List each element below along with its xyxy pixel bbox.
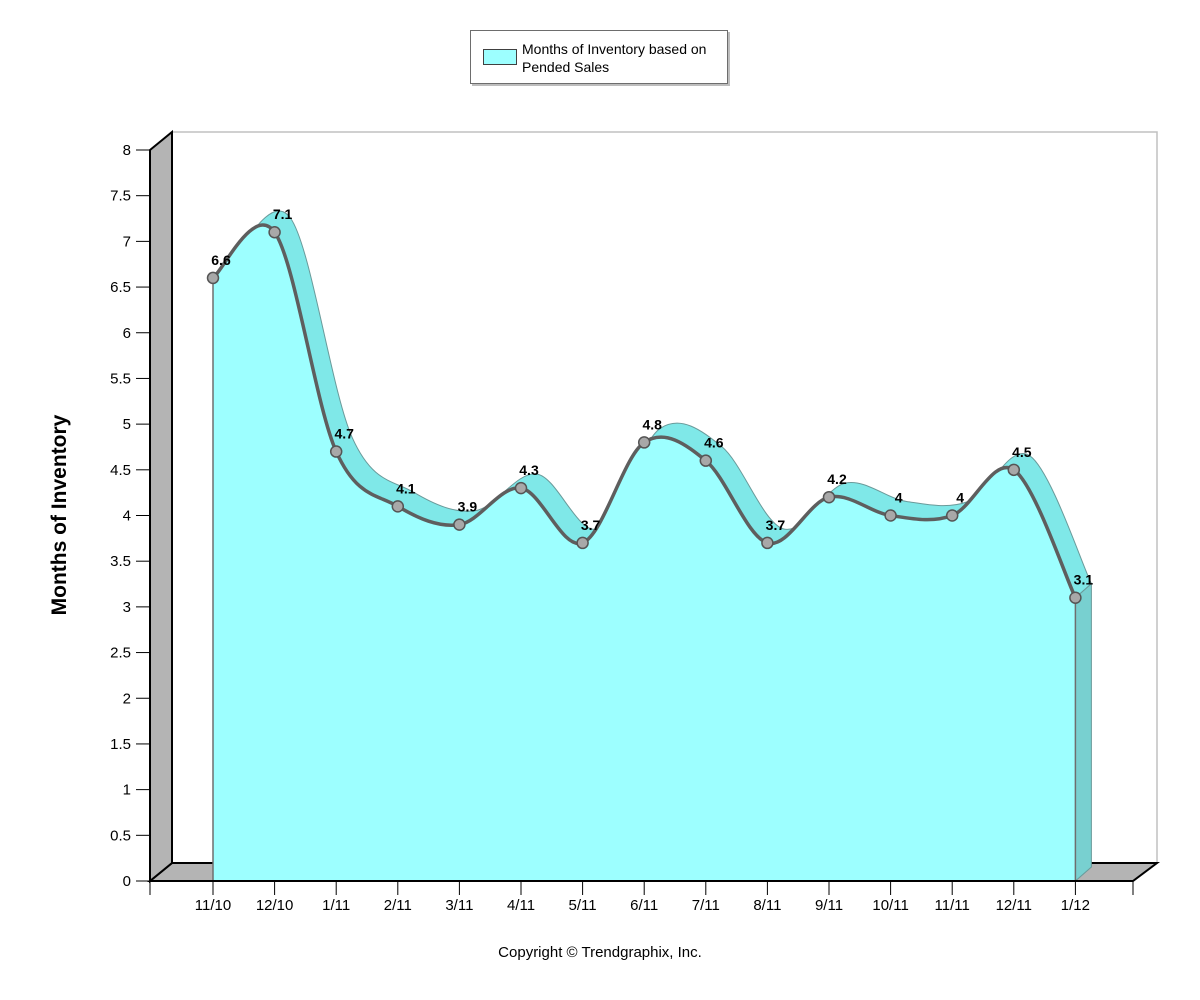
- x-tick-label: 2/11: [384, 897, 412, 914]
- copyright-text: Copyright © Trendgraphix, Inc.: [498, 944, 702, 961]
- data-labels: 6.6 7.1 4.7 4.1 3.9 4.3 3.7 4.8 4.6 3.7 4.2 4 4 4.5 3.…: [211, 206, 1094, 588]
- y-tick-label: 4.5: [110, 462, 131, 479]
- data-point: [1069, 591, 1082, 604]
- y-tick-label: 7.5: [110, 188, 131, 205]
- data-label: 3.1: [1074, 572, 1094, 588]
- data-point: [453, 518, 466, 531]
- data-label: 4.8: [642, 416, 662, 432]
- data-point: [1007, 463, 1021, 477]
- x-tick-label: 11/10: [195, 897, 231, 914]
- data-label: 4.1: [396, 480, 416, 496]
- y-tick-label: 4: [123, 508, 131, 525]
- data-point: [884, 509, 897, 522]
- data-point: [637, 436, 651, 449]
- side-wall: [149, 129, 173, 884]
- data-label: 3.7: [766, 517, 786, 533]
- data-points: [206, 225, 1082, 604]
- x-tick-label: 3/11: [445, 897, 473, 914]
- x-tick-label: 4/11: [507, 897, 535, 914]
- x-tick-label: 9/11: [815, 897, 843, 914]
- x-tick-label: 10/11: [872, 897, 908, 914]
- data-point: [822, 490, 836, 504]
- y-tick-label: 1.5: [110, 736, 131, 753]
- x-tick-label: 12/11: [996, 897, 1032, 914]
- y-tick-label: 5: [123, 416, 131, 433]
- y-tick-label: 6.5: [110, 279, 131, 296]
- x-tick-label: 5/11: [569, 897, 597, 914]
- data-label: 4: [895, 490, 903, 506]
- y-tick-label: 0: [123, 873, 131, 890]
- y-tick-label: 6: [123, 325, 131, 342]
- y-tick-label: 0.5: [110, 827, 131, 844]
- data-label: 4.5: [1012, 444, 1032, 460]
- x-tick-label: 7/11: [692, 897, 720, 914]
- y-tick-label: 2: [123, 690, 131, 707]
- data-point: [576, 536, 589, 550]
- legend-swatch: [483, 49, 517, 65]
- y-tick-label: 2.5: [110, 645, 131, 662]
- series-line: [211, 223, 1077, 599]
- data-point: [206, 271, 220, 285]
- data-point: [945, 509, 959, 522]
- x-tick-label: 12/10: [256, 897, 294, 914]
- data-label: 4: [956, 490, 964, 506]
- data-point: [761, 536, 774, 550]
- y-tick-label: 1: [123, 782, 131, 799]
- x-tick-label: 11/11: [935, 897, 970, 914]
- y-tick-label: 7: [123, 233, 131, 250]
- data-label: 3.7: [581, 517, 601, 533]
- legend: Months of Inventory based on Pended Sale…: [470, 30, 728, 84]
- data-label: 7.1: [273, 206, 293, 222]
- data-point: [514, 481, 528, 495]
- data-point: [391, 500, 405, 513]
- data-point: [268, 225, 281, 239]
- data-label: 4.2: [827, 471, 847, 487]
- x-tick-label: 6/11: [630, 897, 658, 914]
- y-tick-label: 8: [123, 142, 131, 159]
- data-label: 4.3: [519, 462, 539, 478]
- y-axis-title: Months of Inventory: [48, 414, 71, 616]
- y-axis: 0 0.5 1 1.5 2 2.5 3 3.5 4 4.5 5 5.5 6 6.5 7 7.5 8: [110, 142, 151, 890]
- x-tick-label: 1/11: [322, 897, 350, 914]
- y-tick-label: 5.5: [110, 370, 131, 387]
- y-tick-label: 3.5: [110, 553, 131, 570]
- data-point: [329, 445, 343, 458]
- data-label: 4.7: [334, 426, 354, 442]
- y-tick-label: 3: [123, 599, 131, 616]
- data-label: 4.6: [704, 435, 724, 451]
- x-axis: 11/10 12/10 1/11 2/11 3/11 4/11 5/11 6/11 7/11 8/…: [149, 880, 1134, 914]
- legend-label: Months of Inventory based on Pended Sale…: [522, 41, 707, 75]
- x-tick-label: 8/11: [753, 897, 781, 914]
- x-tick-label: 1/12: [1061, 897, 1090, 914]
- area-right-side: [1074, 582, 1092, 883]
- data-label: 6.6: [211, 252, 231, 268]
- data-point: [699, 454, 713, 467]
- data-label: 3.9: [458, 499, 478, 515]
